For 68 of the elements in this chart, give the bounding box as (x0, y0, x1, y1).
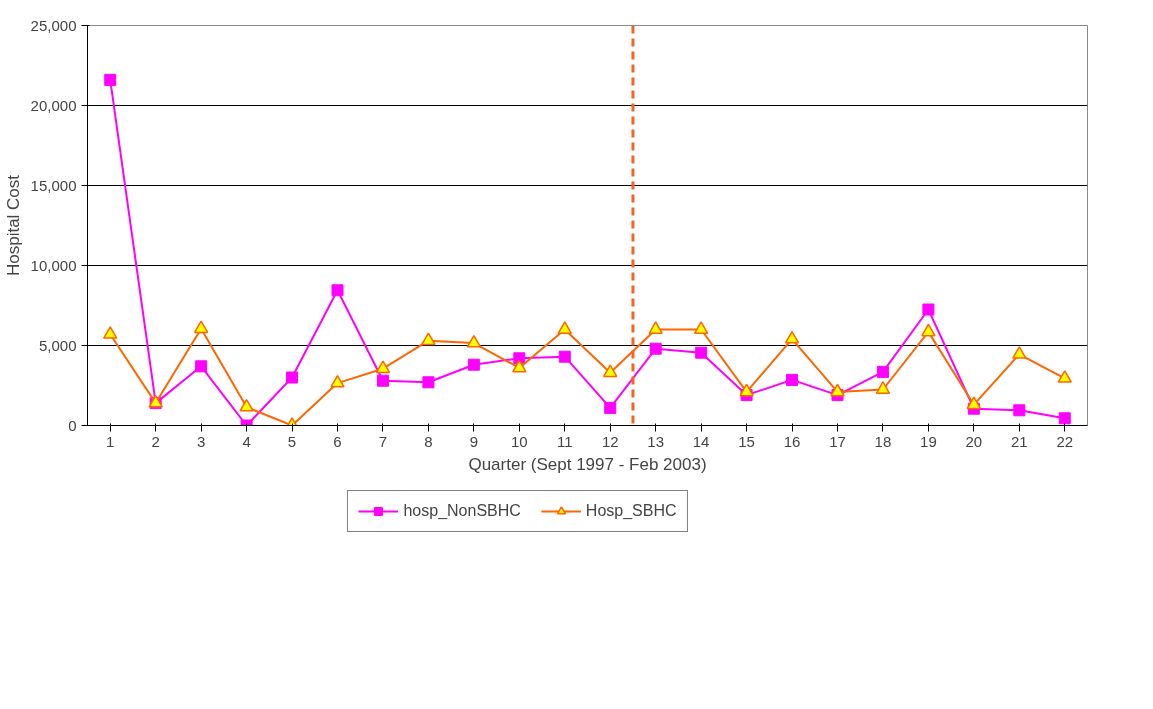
y-tick-label: 5,000 (38, 336, 77, 354)
point (875, 381, 891, 394)
y-axis-title: Hospital Cost (3, 174, 23, 277)
point (876, 365, 889, 378)
point (922, 303, 935, 316)
point (421, 332, 436, 346)
x-tick-label: 12 (601, 432, 619, 450)
x-tick-label: 6 (333, 432, 342, 450)
x-tick-label: 21 (1010, 432, 1028, 450)
point (286, 371, 299, 384)
point (921, 323, 936, 337)
point (239, 398, 254, 412)
point (375, 360, 391, 374)
y-tick-label: 10,000 (30, 256, 77, 274)
point (1058, 412, 1071, 425)
point (649, 342, 662, 355)
point (102, 326, 118, 339)
x-tick-label: 9 (469, 432, 479, 450)
point (830, 383, 845, 397)
point (512, 359, 527, 373)
x-axis-title: Quarter (Sept 1997 - Feb 2003) (468, 454, 707, 474)
point (695, 346, 708, 359)
legend-label: Hosp_SBHC (585, 502, 677, 520)
point (604, 401, 617, 414)
point (467, 358, 480, 371)
point (558, 350, 571, 363)
point (786, 373, 799, 386)
point (104, 73, 117, 86)
point (784, 330, 800, 344)
x-tick-label: 20 (965, 432, 983, 450)
x-tick-label: 17 (829, 432, 846, 450)
point (330, 374, 345, 388)
x-tick-label: 13 (647, 432, 665, 450)
point (331, 284, 344, 297)
x-tick-label: 7 (378, 432, 388, 450)
x-tick-label: 3 (196, 432, 206, 450)
y-tick-label: 20,000 (30, 96, 77, 114)
point (376, 374, 389, 387)
x-tick-label: 16 (783, 432, 801, 450)
x-tick-label: 11 (556, 432, 573, 450)
point (1013, 404, 1026, 417)
x-tick-label: 2 (151, 432, 160, 450)
point (1012, 346, 1027, 359)
point (602, 364, 618, 378)
x-tick-label: 18 (874, 432, 892, 450)
point (466, 334, 482, 348)
x-tick-label: 19 (920, 432, 937, 450)
x-tick-label: 14 (692, 432, 710, 450)
x-tick-label: 10 (510, 432, 528, 450)
point (193, 320, 209, 334)
x-tick-label: 8 (424, 432, 433, 450)
point (966, 396, 982, 410)
y-tick-label: 0 (68, 416, 77, 434)
point (648, 321, 663, 334)
x-tick-label: 15 (738, 432, 755, 450)
point (422, 376, 435, 389)
x-tick-label: 1 (106, 432, 115, 450)
point (1057, 370, 1073, 383)
y-tick-label: 25,000 (30, 16, 77, 34)
x-tick-label: 22 (1056, 432, 1074, 450)
point (195, 360, 208, 373)
point (739, 383, 754, 397)
x-tick-label: 4 (242, 432, 251, 450)
y-tick-label: 15,000 (30, 176, 77, 194)
x-tick-label: 5 (287, 432, 297, 450)
point (557, 321, 573, 334)
legend-label: hosp_NonSBHC (403, 502, 521, 520)
point (693, 321, 709, 334)
